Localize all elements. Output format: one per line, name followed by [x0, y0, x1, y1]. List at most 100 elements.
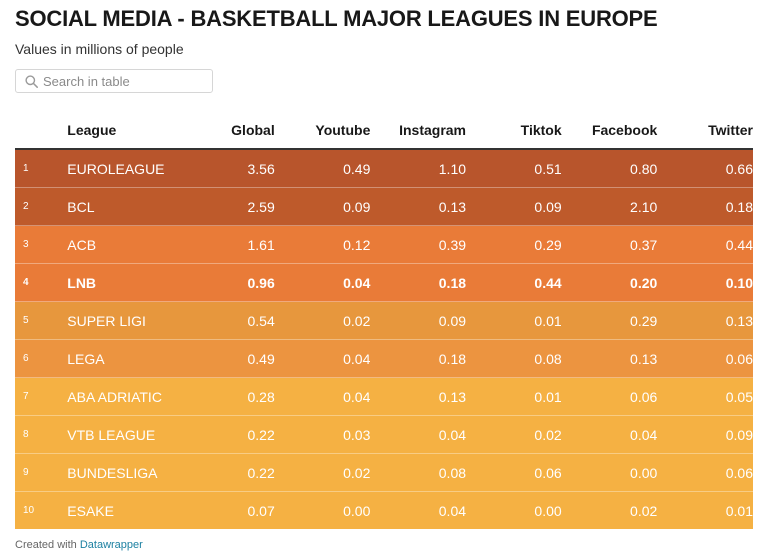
column-header-rank[interactable] [15, 112, 56, 150]
cell-instagram: 0.39 [370, 225, 467, 264]
cell-tiktok: 0.01 [466, 301, 562, 340]
column-header-tiktok[interactable]: Tiktok [466, 112, 562, 150]
column-header-instagram[interactable]: Instagram [370, 112, 467, 150]
cell-facebook: 0.29 [561, 301, 658, 340]
search-icon [25, 74, 38, 88]
table-row: 8 VTB LEAGUE 0.22 0.03 0.04 0.02 0.04 0.09 [15, 415, 753, 454]
cell-facebook: 0.00 [561, 453, 658, 492]
chart-subtitle: Values in millions of people [15, 41, 184, 57]
cell-instagram: 0.04 [438, 502, 467, 519]
cell-global: 0.22 [179, 415, 275, 454]
row-league-name: VTB LEAGUE [55, 415, 180, 454]
footer-credit: Created with Datawrapper [15, 539, 143, 551]
cell-instagram: 0.18 [370, 339, 467, 378]
cell-tiktok: 0.01 [466, 377, 562, 416]
table-row: 10 ESAKE 0.07 0.00 0.04 0.00 0.02 0.01 [15, 491, 753, 529]
cell-youtube: 0.03 [274, 415, 371, 454]
table-body: 1 EUROLEAGUE 3.56 0.49 1.10 0.51 0.80 0.66 2 BCL 2… [15, 149, 753, 529]
cell-twitter: 0.05 [657, 377, 753, 416]
cell-tiktok: 0.00 [534, 502, 562, 519]
row-rank: 6 [15, 339, 56, 378]
cell-tiktok: 0.51 [466, 149, 562, 188]
row-league-name: ESAKE [67, 502, 114, 519]
table-row: 7 ABA ADRIATIC 0.28 0.04 0.13 0.01 0.06 0.05 [15, 377, 753, 416]
cell-tiktok: 0.29 [466, 225, 562, 264]
table-header-row: League Global Youtube Instagram Tiktok F… [15, 112, 753, 150]
cell-youtube: 0.00 [343, 502, 371, 519]
cell-facebook: 0.02 [630, 502, 658, 519]
cell-youtube: 0.02 [274, 301, 371, 340]
cell-global: 0.07 [247, 502, 275, 519]
data-table: League Global Youtube Instagram Tiktok F… [15, 112, 753, 529]
row-rank: 3 [15, 225, 56, 264]
cell-youtube: 0.09 [274, 187, 371, 226]
cell-global: 0.49 [179, 339, 275, 378]
search-box[interactable] [15, 69, 213, 93]
row-rank: 2 [15, 187, 56, 226]
row-league-name: BCL [55, 187, 180, 226]
column-header-youtube[interactable]: Youtube [274, 112, 371, 150]
row-rank: 8 [15, 415, 56, 454]
cell-twitter: 0.10 [657, 263, 753, 302]
row-rank: 5 [15, 301, 56, 340]
cell-twitter: 0.44 [657, 225, 753, 264]
cell-instagram: 0.08 [370, 453, 467, 492]
cell-facebook: 2.10 [561, 187, 658, 226]
cell-instagram: 0.13 [370, 377, 467, 416]
column-header-facebook[interactable]: Facebook [561, 112, 658, 150]
row-league-name: LNB [55, 263, 180, 302]
cell-youtube: 0.02 [274, 453, 371, 492]
chart-title: SOCIAL MEDIA - BASKETBALL MAJOR LEAGUES … [15, 6, 658, 31]
cell-tiktok: 0.06 [466, 453, 562, 492]
cell-instagram: 0.04 [370, 415, 467, 454]
cell-twitter: 0.09 [657, 415, 753, 454]
cell-twitter: 0.13 [657, 301, 753, 340]
cell-global: 0.96 [179, 263, 275, 302]
row-rank: 4 [15, 263, 56, 302]
cell-facebook: 0.37 [561, 225, 658, 264]
cell-instagram: 0.13 [370, 187, 467, 226]
datawrapper-link[interactable]: Datawrapper [79, 539, 143, 551]
table-row: 6 LEGA 0.49 0.04 0.18 0.08 0.13 0.06 [15, 339, 753, 378]
cell-twitter: 0.18 [657, 187, 753, 226]
row-league-name: EUROLEAGUE [55, 149, 180, 188]
cell-facebook: 0.20 [561, 263, 658, 302]
cell-facebook: 0.06 [561, 377, 658, 416]
cell-twitter: 0.01 [725, 502, 753, 519]
cell-instagram: 0.18 [370, 263, 467, 302]
cell-facebook: 0.13 [561, 339, 658, 378]
row-rank: 7 [15, 377, 56, 416]
row-rank: 10 [23, 505, 35, 516]
cell-youtube: 0.04 [274, 339, 371, 378]
row-league-name: ACB [55, 225, 180, 264]
cell-tiktok: 0.09 [466, 187, 562, 226]
cell-instagram: 1.10 [370, 149, 467, 188]
table-row: 3 ACB 1.61 0.12 0.39 0.29 0.37 0.44 [15, 225, 753, 264]
row-league-name: LEGA [55, 339, 180, 378]
cell-global: 0.28 [179, 377, 275, 416]
cell-tiktok: 0.44 [466, 263, 562, 302]
table-row: 9 BUNDESLIGA 0.22 0.02 0.08 0.06 0.00 0.06 [15, 453, 753, 492]
column-header-global[interactable]: Global [179, 112, 275, 150]
cell-global: 3.56 [179, 149, 275, 188]
cell-youtube: 0.49 [274, 149, 371, 188]
row-league-name: ABA ADRIATIC [55, 377, 180, 416]
table-row: 5 SUPER LIGI 0.54 0.02 0.09 0.01 0.29 0.13 [15, 301, 753, 340]
cell-tiktok: 0.02 [466, 415, 562, 454]
cell-youtube: 0.04 [274, 377, 371, 416]
footer-prefix: Created with [15, 539, 77, 551]
cell-twitter: 0.66 [657, 149, 753, 188]
row-rank: 9 [15, 453, 56, 492]
table-row: 1 EUROLEAGUE 3.56 0.49 1.10 0.51 0.80 0.66 [15, 149, 753, 188]
search-input[interactable] [43, 73, 193, 89]
table-row: 4 LNB 0.96 0.04 0.18 0.44 0.20 0.10 [15, 263, 753, 302]
cell-twitter: 0.06 [657, 453, 753, 492]
row-league-name: BUNDESLIGA [55, 453, 180, 492]
cell-facebook: 0.80 [561, 149, 658, 188]
cell-global: 1.61 [179, 225, 275, 264]
table-row: 2 BCL 2.59 0.09 0.13 0.09 2.10 0.18 [15, 187, 753, 226]
cell-facebook: 0.04 [561, 415, 658, 454]
cell-instagram: 0.09 [370, 301, 467, 340]
column-header-league[interactable]: League [55, 112, 180, 150]
column-header-twitter[interactable]: Twitter [657, 112, 753, 150]
